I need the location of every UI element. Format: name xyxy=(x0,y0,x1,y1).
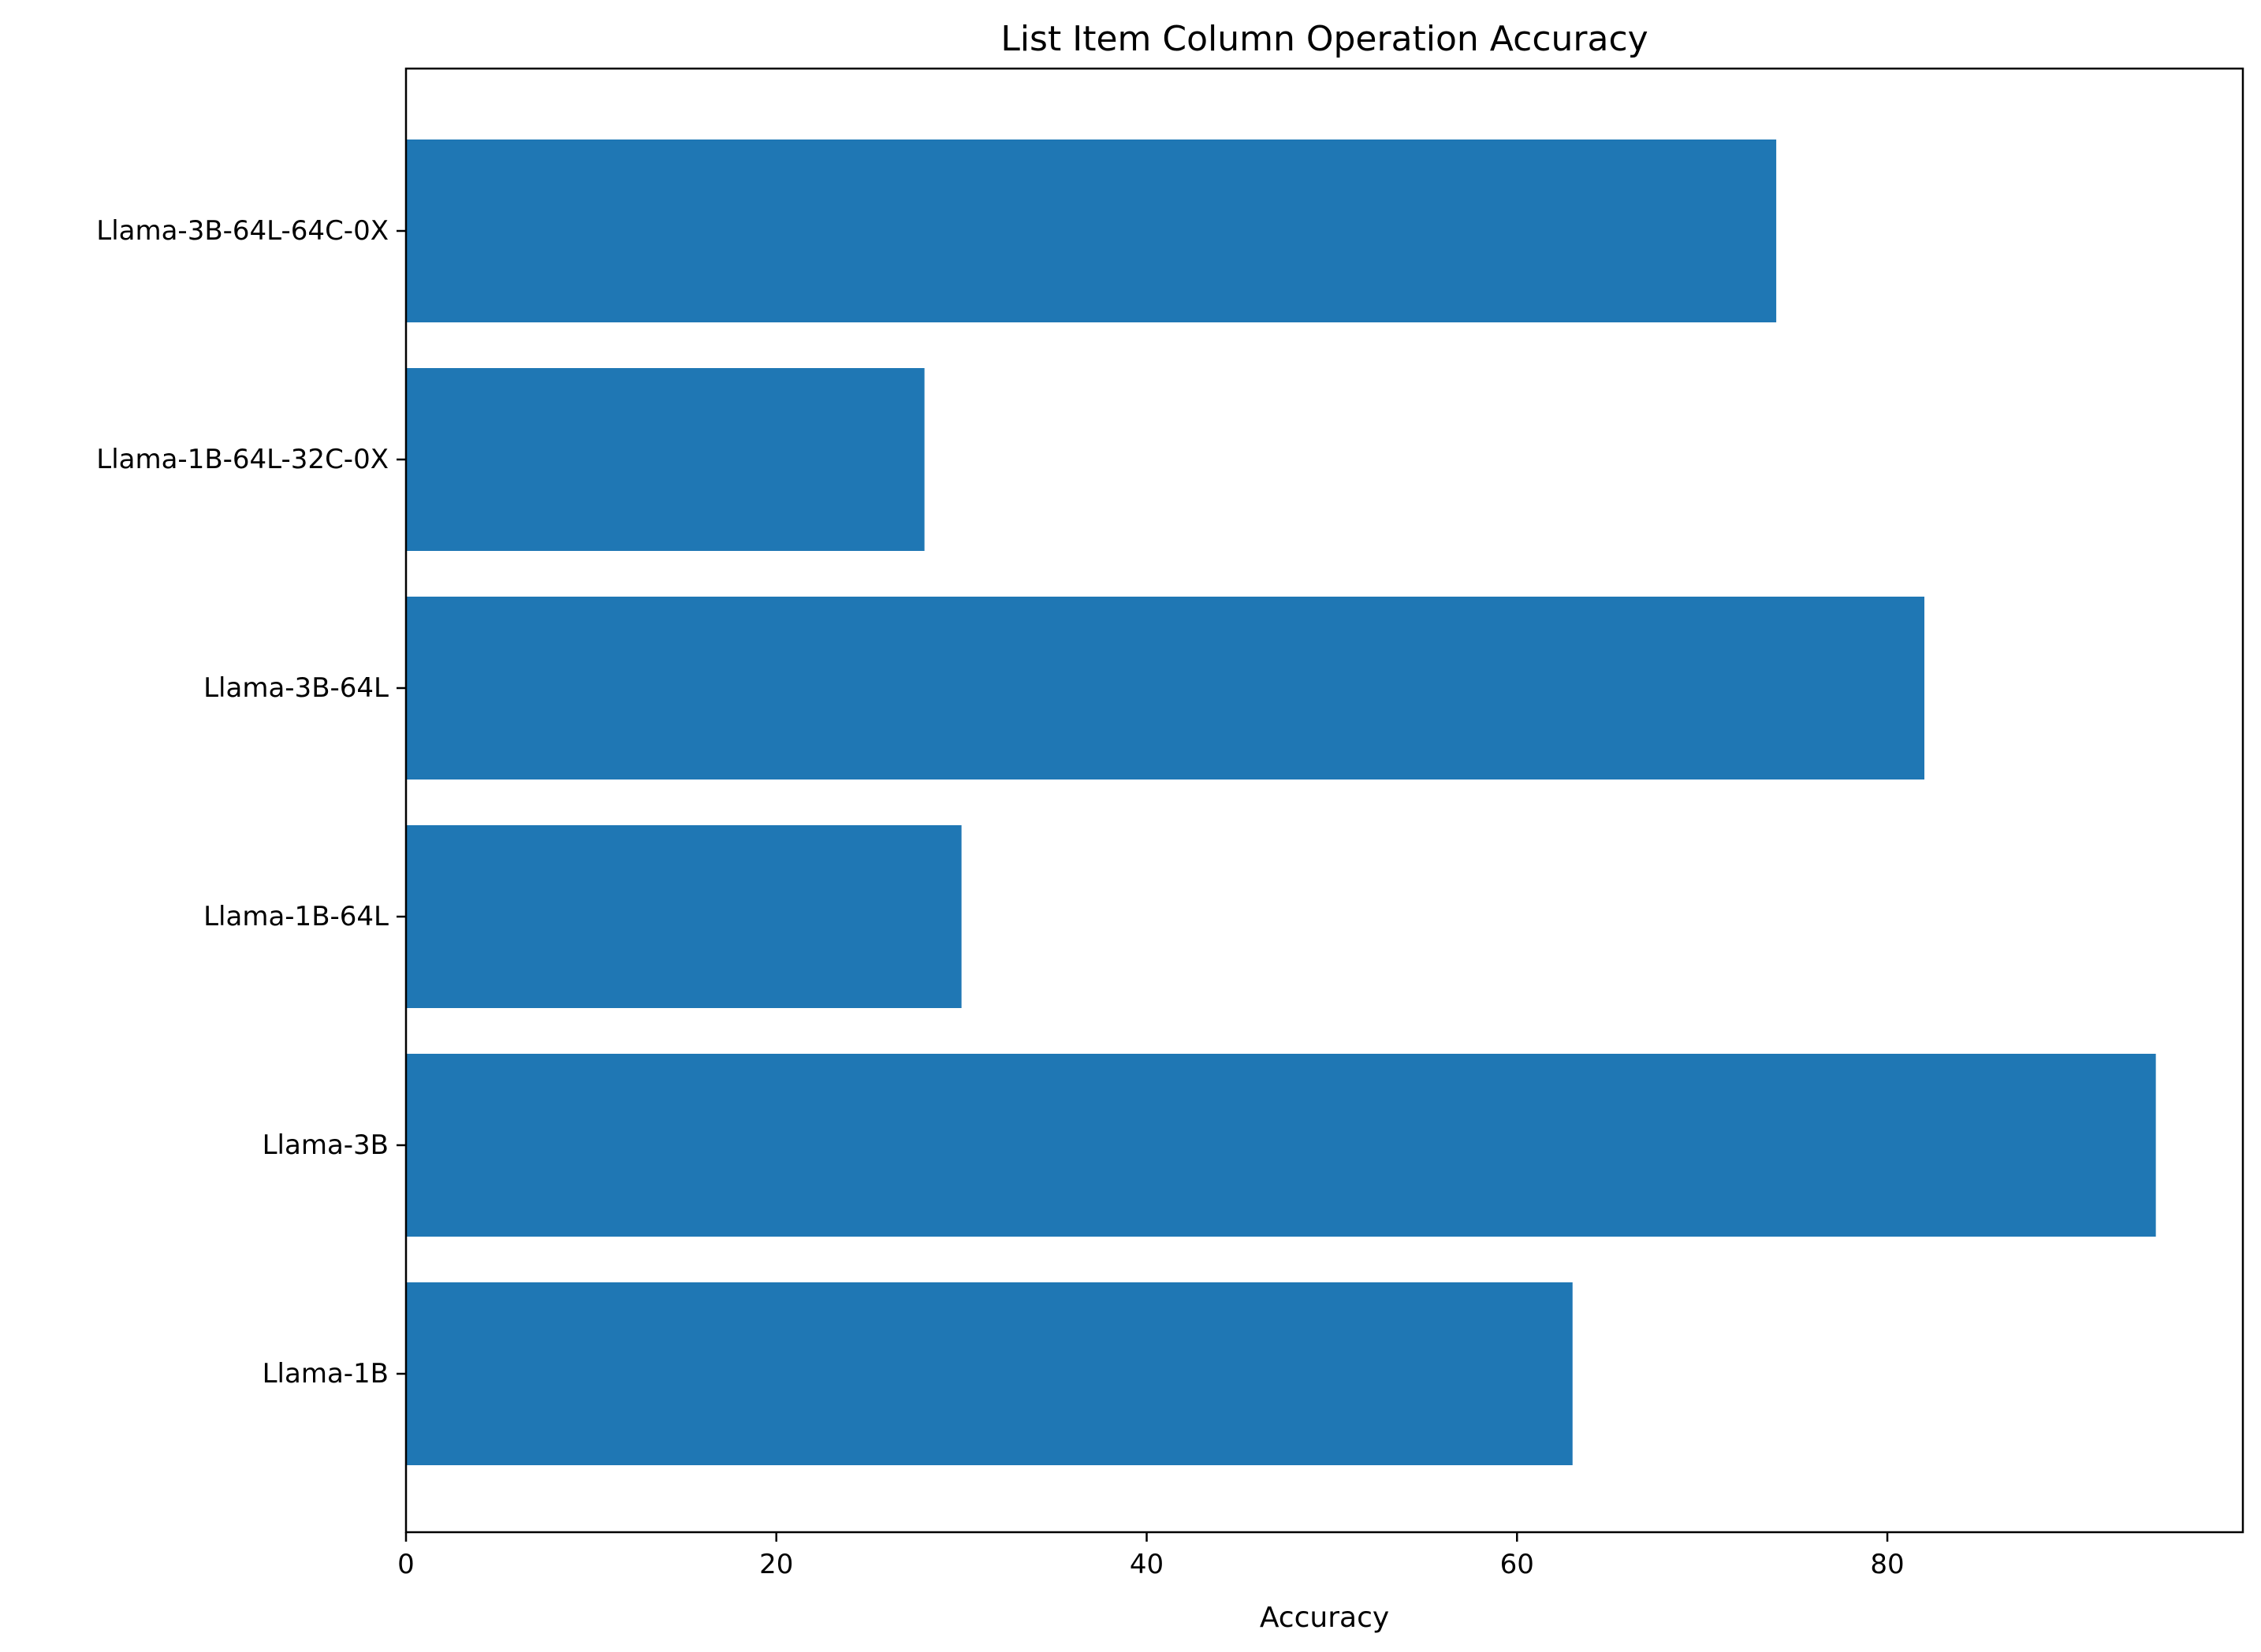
bar-llama-1b-64l-32c-0x xyxy=(406,368,925,551)
bar-llama-1b-64l xyxy=(406,825,962,1008)
bar-llama-3b-64l-64c-0x xyxy=(406,140,1777,322)
x-tick-label-80: 80 xyxy=(1870,1549,1904,1580)
y-tick-label-llama-1b-64l: Llama-1B-64L xyxy=(203,901,389,932)
x-tick-label-60: 60 xyxy=(1500,1549,1534,1580)
y-tick-label-llama-3b: Llama-3B xyxy=(263,1129,389,1161)
y-tick-label-llama-3b-64l: Llama-3B-64L xyxy=(203,672,389,704)
x-tick-label-40: 40 xyxy=(1130,1549,1164,1580)
y-tick-label-llama-3b-64l-64c-0x: Llama-3B-64L-64C-0X xyxy=(96,215,389,247)
y-tick-label-llama-1b-64l-32c-0x: Llama-1B-64L-32C-0X xyxy=(96,444,389,475)
x-tick-label-0: 0 xyxy=(397,1549,415,1580)
x-axis: 0 20 40 60 80 xyxy=(397,1532,1905,1580)
x-tick-label-20: 20 xyxy=(759,1549,793,1580)
plot-frame xyxy=(404,67,2244,1534)
bar-llama-1b xyxy=(406,1282,1573,1465)
bar-llama-3b xyxy=(406,1054,2156,1237)
bars-group xyxy=(406,140,2156,1465)
y-tick-label-llama-1b: Llama-1B xyxy=(263,1358,389,1390)
x-axis-label: Accuracy xyxy=(1260,1602,1389,1634)
chart-title: List Item Column Operation Accuracy xyxy=(1000,19,1648,59)
bar-llama-3b-64l xyxy=(406,597,1925,779)
y-axis: Llama-1B Llama-3B Llama-1B-64L Llama-3B-64L… xyxy=(96,215,406,1390)
